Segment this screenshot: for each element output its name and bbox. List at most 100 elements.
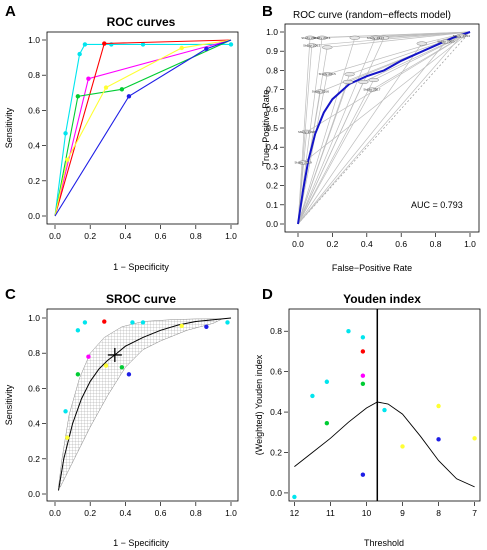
study-label: Study 2016: [312, 90, 329, 94]
panel-a-xtick-label: 1.0: [225, 231, 237, 241]
panel-letter-d: D: [262, 286, 273, 303]
sroc-study-point: [225, 320, 230, 325]
roc-line-4: [54, 39, 232, 217]
sroc-study-point: [126, 372, 132, 377]
panel-b-xtick-label: 0.0: [292, 239, 304, 249]
study-marker: [440, 39, 452, 44]
roc-point: [82, 42, 88, 47]
panel-b-ytick-label: 1.0: [266, 27, 278, 37]
panel-d-plot: 12 11 10 9 8 7 0.0 0.2 0.4 0.6 0.8: [270, 309, 477, 518]
study-marker: [316, 35, 328, 40]
panel-c-ytick-label: 0.8: [28, 348, 40, 358]
panel-d-title: Youden index: [343, 292, 421, 306]
panel-c-ytick-label: 0.2: [28, 454, 40, 464]
panel-a-xlabel: 1 − Specificity: [113, 262, 169, 272]
sroc-study-point: [63, 409, 68, 414]
study-label: Study 2014: [453, 34, 470, 38]
panel-d-ytick-label: 0.0: [270, 488, 282, 498]
roc-point: [140, 42, 146, 47]
panel-d: Youden index Threshold (Weighted) Youden…: [254, 292, 481, 548]
panel-c: SROC curve 1 − Specificity Sensitivity 0…: [4, 292, 239, 548]
panel-b-ytick-label: 0.2: [266, 181, 278, 191]
panel-b-frame: [284, 23, 480, 233]
panel-d-ytick-label: 0.6: [270, 367, 282, 377]
study-label: Study 2020: [437, 40, 454, 44]
sroc-study-point: [75, 328, 81, 333]
panel-d-xtick-label: 12: [290, 508, 300, 518]
panel-b-xtick-label: 0.8: [430, 239, 442, 249]
panel-b-xlabel: False−Positive Rate: [332, 263, 412, 273]
panel-c-ytick-label: 0.0: [28, 489, 40, 499]
panel-c-ylabel: Sensitivity: [4, 384, 14, 425]
youden-point: [360, 335, 366, 340]
panel-a-xtick-label: 0.0: [49, 231, 61, 241]
panel-a: ROC curves 1 − Specificity Sensitivity 0…: [4, 15, 239, 272]
roc-point: [103, 85, 109, 90]
panel-c-frame: [46, 308, 239, 502]
panel-c-xlabel: 1 − Specificity: [113, 538, 169, 548]
panel-d-ytick-label: 0.4: [270, 407, 282, 417]
youden-point: [382, 407, 387, 413]
roc-line-1: [54, 39, 232, 217]
youden-point: [346, 329, 351, 334]
youden-point: [324, 420, 330, 426]
youden-curve: [294, 401, 475, 488]
study-label: Study 2010: [301, 36, 318, 40]
roc-line-5: [54, 39, 232, 217]
chance-line: [297, 31, 471, 225]
panel-a-ytick-label: 0.6: [28, 105, 40, 115]
panel-c-title: SROC curve: [106, 292, 176, 306]
roc-point: [102, 41, 107, 46]
sroc-study-point: [65, 435, 70, 440]
panel-a-ytick-label: 0.2: [28, 176, 40, 186]
panel-c-ytick-label: 0.6: [28, 383, 40, 393]
panel-d-frame: [288, 308, 481, 502]
summary-roc-curve: [297, 31, 471, 225]
panel-b-ylabel: True−Positive Rate: [261, 90, 271, 166]
roc-point: [77, 51, 82, 57]
study-marker: [349, 35, 360, 40]
sroc-study-point: [82, 320, 88, 325]
youden-point: [436, 437, 441, 442]
youden-point: [472, 436, 477, 441]
roc-point: [65, 157, 70, 162]
study-marker: [344, 72, 355, 77]
panel-b-ytick-label: 0.5: [266, 123, 278, 133]
panel-d-xtick-label: 11: [326, 508, 335, 518]
roc-point: [228, 42, 234, 47]
panel-b-plot: 0.0 0.2 0.4 0.6 0.8 1.0 0.0 0.1 0.2 0.3 0.4 0.5 0.6 0…: [266, 27, 476, 249]
prediction-region: [58, 318, 223, 488]
study-label: Study 2019: [295, 161, 312, 165]
roc-point: [119, 87, 125, 92]
panel-b-ytick-label: 0.9: [266, 46, 278, 56]
youden-point: [292, 494, 297, 500]
panel-letter-a: A: [5, 3, 16, 20]
study-label: Study 2011: [313, 36, 330, 40]
panel-a-ylabel: Sensitivity: [4, 107, 14, 148]
sroc-study-point: [75, 372, 81, 377]
study-marker: [322, 45, 333, 50]
study-marker: [301, 129, 312, 134]
panel-a-xtick-label: 0.2: [84, 231, 96, 241]
study-marker: [342, 79, 354, 84]
study-label: Study 2018: [298, 130, 315, 134]
panel-a-xtick-label: 0.8: [190, 231, 202, 241]
roc-point: [204, 46, 209, 51]
panel-c-xtick-label: 0.4: [119, 508, 131, 518]
study-marker: [306, 43, 317, 48]
sroc-study-point: [119, 365, 125, 370]
study-marker: [304, 35, 316, 40]
panel-a-ytick-label: 1.0: [28, 35, 40, 45]
roc-point: [86, 76, 91, 81]
sroc-study-point: [102, 319, 107, 324]
panel-a-title: ROC curves: [107, 15, 176, 29]
panel-a-plot: 0.0 0.2 0.4 0.6 0.8 1.0 0.0 0.2 0.4 0.6 0.8 1.0: [28, 35, 237, 241]
panel-b-xtick-label: 1.0: [464, 239, 476, 249]
panel-b-xtick-label: 0.2: [326, 239, 338, 249]
youden-point: [324, 379, 330, 384]
panel-a-xtick-label: 0.6: [155, 231, 167, 241]
panel-a-ytick-label: 0.8: [28, 70, 40, 80]
study-marker: [416, 41, 428, 46]
study-marker: [297, 160, 309, 165]
